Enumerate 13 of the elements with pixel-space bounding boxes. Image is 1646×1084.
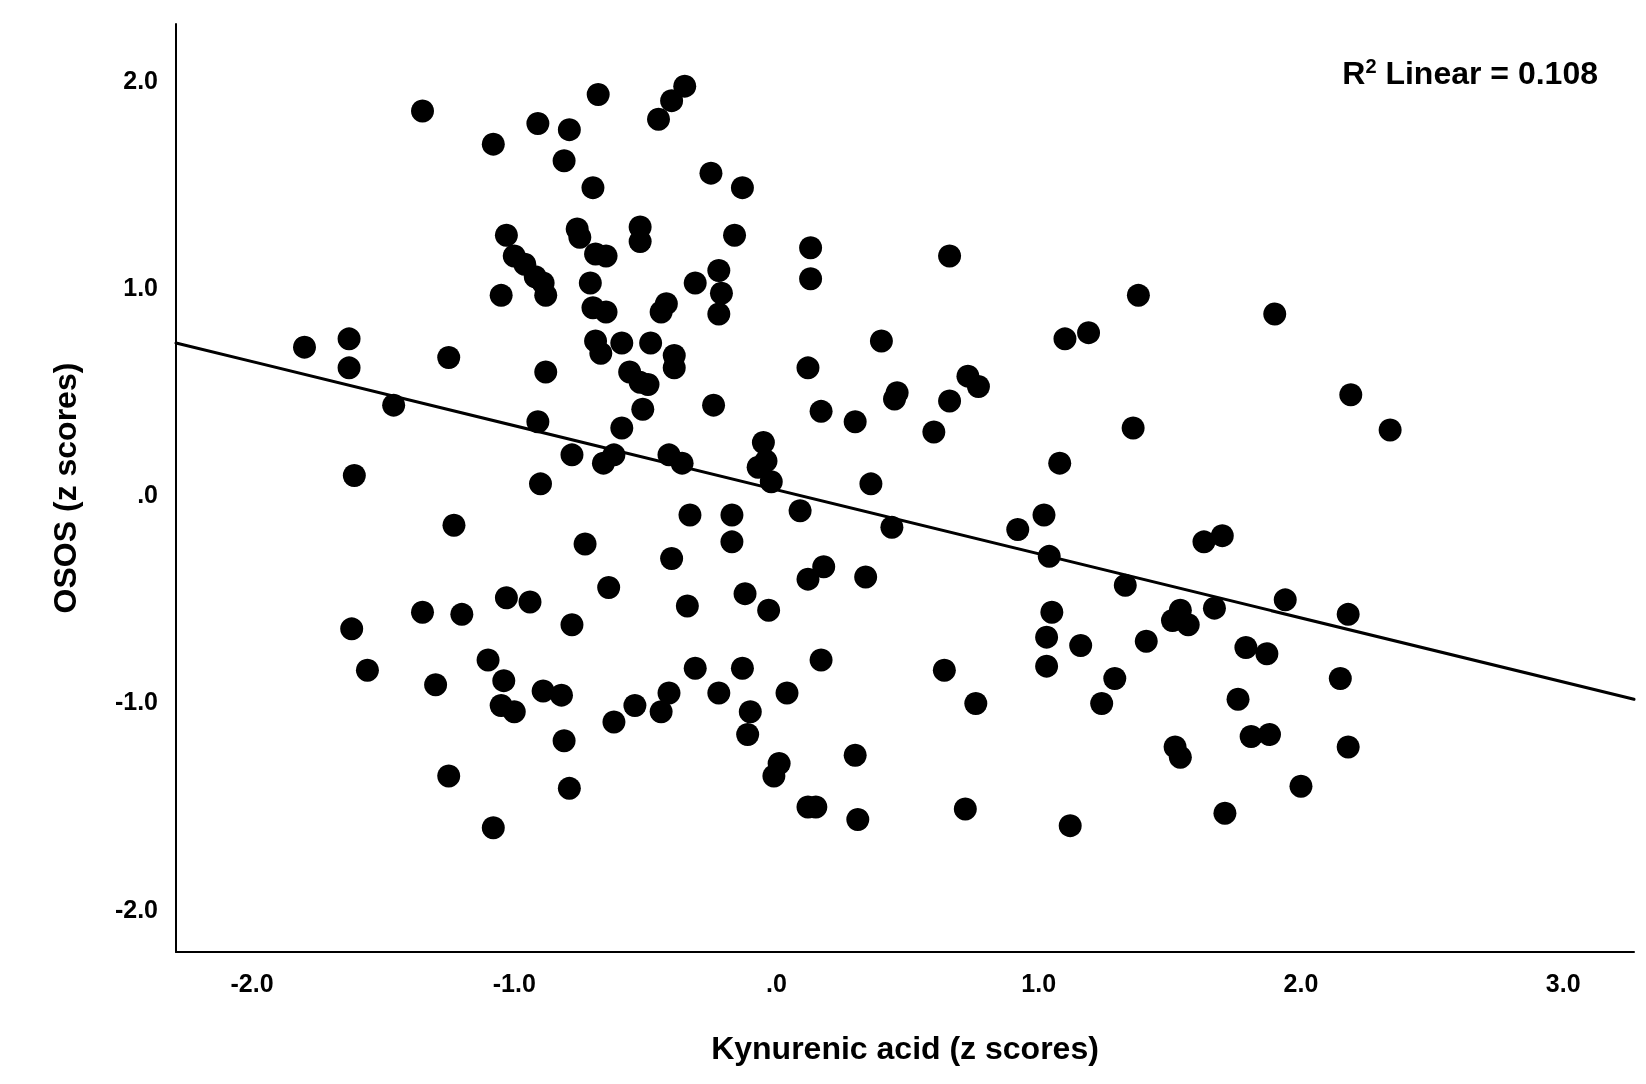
x-axis-title: Kynurenic acid (z scores) bbox=[711, 1030, 1099, 1066]
x-tick-label: 1.0 bbox=[1021, 968, 1057, 997]
x-tick-label: -2.0 bbox=[230, 968, 274, 997]
x-tick-label: 3.0 bbox=[1545, 968, 1581, 997]
x-tick-label: .0 bbox=[766, 968, 787, 997]
y-axis-title: OSOS (z scores) bbox=[47, 362, 83, 614]
y-tick-label: .0 bbox=[137, 480, 158, 509]
y-tick-label: -1.0 bbox=[114, 687, 158, 716]
x-tick-label: -1.0 bbox=[492, 968, 536, 997]
x-tick-label: 2.0 bbox=[1283, 968, 1319, 997]
y-tick-label: 2.0 bbox=[123, 65, 158, 94]
y-tick-label: 1.0 bbox=[123, 273, 158, 302]
y-tick-label: -2.0 bbox=[114, 894, 158, 923]
